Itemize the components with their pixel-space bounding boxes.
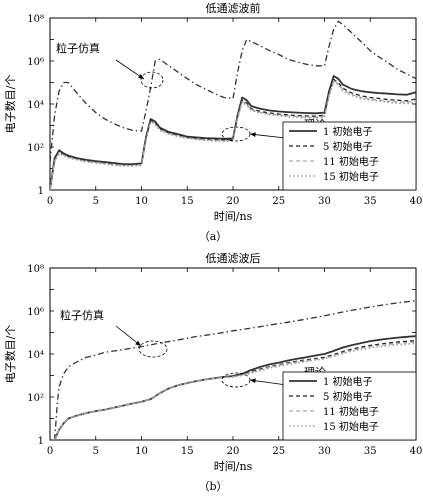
- y-tick-label: 10⁸: [27, 264, 44, 275]
- annotation-ellipse-sim: [140, 71, 164, 89]
- series-line-4: [50, 80, 416, 190]
- annotation-label-sim: 粒子仿真: [60, 308, 104, 322]
- y-tick-label: 10⁶: [27, 307, 44, 318]
- y-tick-label: 10²: [27, 143, 44, 154]
- x-tick-label: 20: [227, 196, 240, 207]
- legend-entry-label-3: 15 初始电子: [323, 420, 379, 433]
- annotation-arrowhead-sim: [138, 73, 144, 79]
- legend-box: [282, 371, 417, 441]
- series-line-0: [50, 20, 416, 163]
- x-tick-label: 5: [93, 446, 99, 457]
- x-tick-label: 30: [318, 446, 331, 457]
- chart-panel-a: 低通滤波前 0 5 10 15 20 25 30 35 40 1 10² 10⁴ 10⁶ 10⁸ 时间/ns 电…: [4, 1, 422, 243]
- legend-entry-label-1: 5 初始电子: [323, 140, 373, 153]
- x-tick-label: 40: [410, 446, 423, 457]
- x-tick-label: 20: [227, 446, 240, 457]
- legend-entry-label-2: 11 初始电子: [323, 155, 379, 168]
- x-tick-label: 35: [364, 446, 377, 457]
- x-tick-label: 10: [135, 446, 148, 457]
- y-axis-label: 电子数目/个: [4, 325, 17, 384]
- x-tick-label: 25: [272, 446, 285, 457]
- x-tick-label: 30: [318, 196, 331, 207]
- x-tick-label: 35: [364, 196, 377, 207]
- legend-entry-label-0: 1 初始电子: [323, 125, 373, 138]
- annotation-arrowhead-sim: [135, 340, 141, 346]
- x-tick-label: 10: [135, 196, 148, 207]
- y-tick-label: 10⁶: [27, 57, 44, 68]
- x-tick-label: 40: [410, 196, 423, 207]
- legend-box: [282, 121, 417, 191]
- x-tick-label: 15: [181, 196, 194, 207]
- legend-entry-label-3: 15 初始电子: [323, 170, 379, 183]
- legend-entry-label-2: 11 初始电子: [323, 405, 379, 418]
- chart-panel-b: 低通滤波后 0 5 10 15 20 25 30 35 40 1 10² 10⁴ 10⁶ 10⁸ 时间/ns 电…: [4, 252, 422, 493]
- chart-title: 低通滤波后: [206, 252, 261, 265]
- y-tick-label: 10²: [27, 393, 44, 404]
- x-tick-label: 0: [47, 446, 53, 457]
- y-tick-label: 10⁴: [27, 100, 44, 111]
- x-axis-label: 时间/ns: [214, 210, 253, 223]
- x-tick-label: 25: [272, 196, 285, 207]
- series-group: [50, 20, 416, 190]
- series-group: [53, 300, 416, 440]
- x-tick-label: 15: [181, 446, 194, 457]
- y-tick-label: 1: [38, 186, 44, 197]
- y-axis-label: 电子数目/个: [4, 75, 17, 134]
- x-tick-label: 0: [47, 196, 53, 207]
- legend-entry-label-1: 5 初始电子: [323, 390, 373, 403]
- annotation-arrowhead-theory: [250, 132, 256, 137]
- y-tick-label: 10⁴: [27, 350, 44, 361]
- annotation-label-sim: 粒子仿真: [56, 41, 100, 55]
- y-tick-label: 1: [38, 436, 44, 447]
- annotation-arrow-sim: [115, 59, 145, 80]
- panel-label: （b）: [198, 480, 227, 493]
- y-tick-label: 10⁸: [27, 14, 44, 25]
- panel-label: （a）: [199, 230, 228, 243]
- legend-entry-label-0: 1 初始电子: [323, 375, 373, 388]
- series-line-0: [53, 300, 416, 440]
- annotation-ellipse-sim: [138, 340, 168, 358]
- x-tick-label: 5: [93, 196, 99, 207]
- series-line-4: [53, 342, 416, 440]
- annotation-ellipse-theory: [221, 126, 251, 142]
- annotation-arrowhead-theory: [250, 378, 256, 384]
- chart-title: 低通滤波前: [206, 1, 261, 15]
- x-axis-label: 时间/ns: [214, 460, 253, 473]
